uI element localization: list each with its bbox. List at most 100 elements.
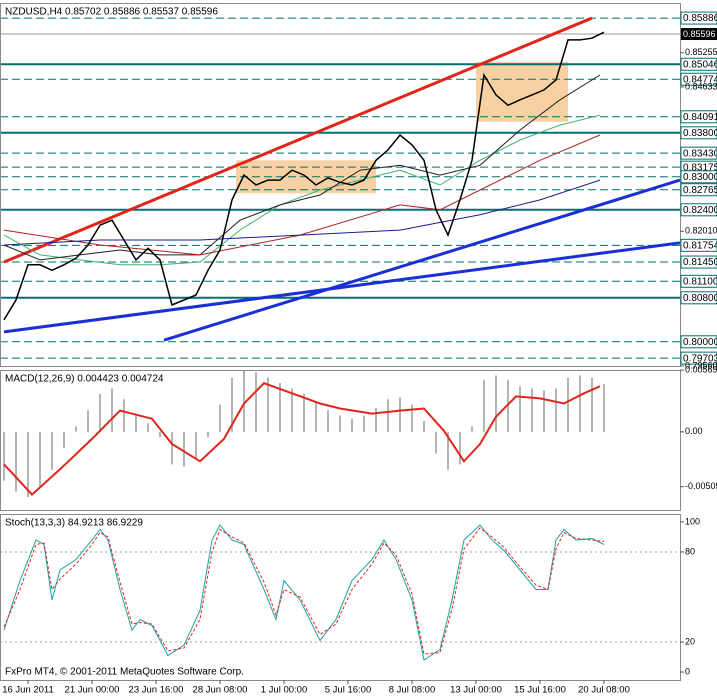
level-label-box [680, 126, 717, 140]
histogram-bar [447, 431, 449, 470]
histogram-bar [231, 377, 233, 432]
bid-label-box [681, 28, 717, 41]
histogram-bar [291, 388, 293, 432]
histogram-bar [327, 410, 329, 432]
trend-line [3, 16, 593, 264]
series-line [3, 382, 601, 497]
histogram-bar [315, 401, 317, 432]
trend-line [163, 178, 680, 342]
histogram-bar [147, 423, 149, 432]
histogram-bar [255, 372, 257, 432]
level-label-box [680, 110, 717, 124]
y-tick-label: 0.85255 [685, 47, 717, 57]
x-tick-label: 5 Jul 16:00 [325, 685, 371, 696]
histogram-bar [279, 383, 281, 432]
level-label: 0.84091 [683, 112, 717, 123]
level-label-box [680, 335, 717, 349]
histogram-bar [531, 388, 533, 432]
level-label-box [680, 203, 717, 217]
histogram-bar [435, 431, 437, 454]
histogram-bar [459, 431, 461, 465]
level-label: 0.81754 [683, 240, 717, 251]
series-line [3, 114, 601, 266]
level-label: 0.79703 [683, 353, 717, 364]
x-tick-label: 21 Jun 00:00 [65, 685, 120, 696]
histogram-bar [99, 393, 101, 432]
histogram-bar [219, 404, 221, 432]
histogram-bar [375, 407, 377, 432]
histogram-bar [135, 415, 137, 432]
histogram-bar [351, 418, 353, 432]
series-line [3, 74, 601, 261]
histogram-bar [183, 431, 185, 467]
histogram-bar [243, 371, 245, 432]
level-label: 0.83430 [683, 148, 717, 159]
histogram-bar [519, 386, 521, 432]
level-label: 0.80000 [683, 337, 717, 348]
y-tick-label: 100 [685, 516, 700, 526]
histogram-bar [363, 415, 365, 432]
level-label: 0.85886 [683, 13, 717, 24]
histogram-bar [159, 431, 161, 438]
histogram-bar [495, 375, 497, 432]
histogram-bar [411, 404, 413, 432]
x-tick-label: 16 Jun 2011 [2, 685, 54, 696]
histogram-bar [3, 431, 5, 481]
level-label-box [680, 183, 717, 197]
histogram-bar [303, 393, 305, 432]
histogram-bar [543, 390, 545, 432]
series-line [3, 31, 605, 321]
level-label: 0.85046 [683, 59, 717, 70]
x-tick-label: 20 Jul 08:00 [578, 685, 630, 696]
level-label-box [680, 291, 717, 305]
x-tick-label: 13 Jul 00:00 [450, 685, 502, 696]
panel-title: MACD(12,26,9) 0.004423 0.004724 [5, 374, 164, 385]
y-tick-label: 0.84633 [685, 81, 717, 91]
histogram-bar [579, 375, 581, 432]
histogram-bar [195, 431, 197, 459]
histogram-bar [87, 410, 89, 432]
level-label: 0.81450 [683, 257, 717, 268]
series-line [3, 179, 601, 246]
histogram-bar [471, 426, 473, 432]
histogram-bar [63, 431, 65, 449]
histogram-bar [123, 399, 125, 432]
histogram-bar [267, 377, 269, 432]
level-label: 0.83175 [683, 162, 717, 173]
histogram-bar [567, 377, 569, 432]
histogram-bar [207, 431, 209, 438]
panel-frame [0, 514, 681, 681]
level-label-box [680, 170, 717, 184]
level-label: 0.83000 [683, 172, 717, 183]
histogram-bar [111, 388, 113, 432]
bid-label: 0.85596 [683, 29, 716, 39]
y-tick-label: 80 [685, 546, 695, 556]
y-tick-label: 0.82010 [685, 226, 717, 236]
x-tick-label: 15 Jul 16:00 [514, 685, 566, 696]
level-label-box [680, 351, 717, 365]
level-label: 0.82765 [683, 185, 717, 196]
level-label: 0.83800 [683, 128, 717, 139]
panel [0, 16, 680, 359]
level-label: 0.80800 [683, 293, 717, 304]
y-tick-label: 0.00 [685, 426, 703, 436]
x-tick-label: 8 Jul 08:00 [389, 685, 435, 696]
x-tick-label: 1 Jul 00:00 [261, 685, 307, 696]
level-label-box [680, 255, 717, 269]
histogram-bar [591, 377, 593, 432]
panel-title: Stoch(13,3,3) 84.9213 86.9229 [5, 518, 143, 529]
panel-title: NZDUSD,H4 0.85702 0.85886 0.85537 0.8559… [5, 7, 218, 18]
histogram-bar [171, 431, 173, 465]
panel [0, 524, 680, 661]
annotation: FxPro MT4, © 2001-2011 MetaQuotes Softwa… [5, 667, 244, 678]
level-label-box [680, 238, 717, 252]
y-tick-label: 20 [685, 636, 695, 646]
y-tick-label: 0 [685, 666, 690, 676]
level-label-box [680, 274, 717, 288]
histogram-bar [75, 426, 77, 432]
histogram-bar [399, 397, 401, 432]
series-line [3, 524, 605, 661]
level-label: 0.84774 [683, 74, 717, 85]
